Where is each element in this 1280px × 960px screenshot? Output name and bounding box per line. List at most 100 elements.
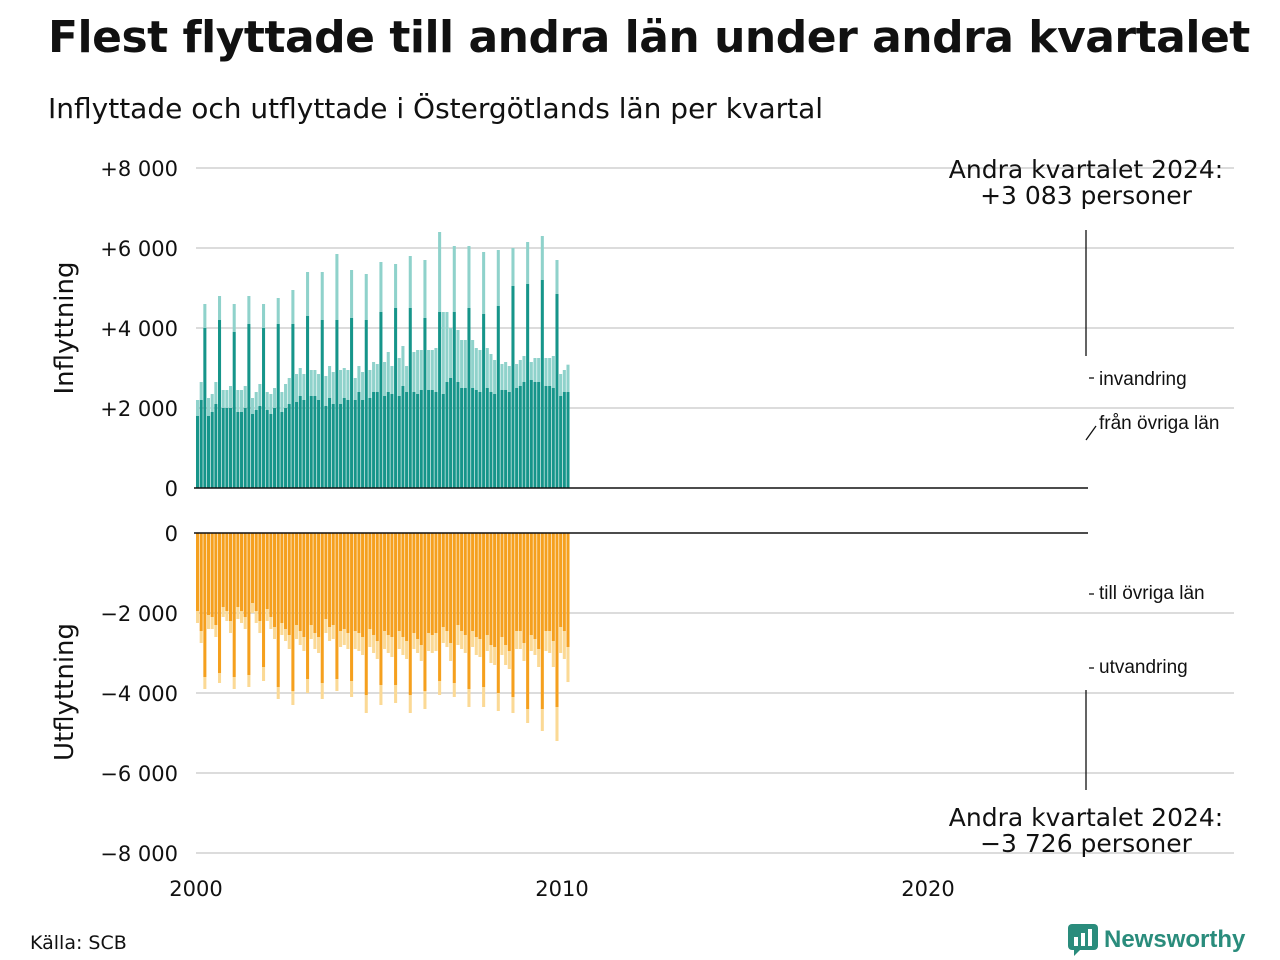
bar-in-immigration bbox=[496, 250, 500, 306]
bar-in-domestic bbox=[346, 400, 350, 488]
y-axis-title: Utflyttning bbox=[50, 623, 80, 761]
bar-out-emigration bbox=[196, 611, 200, 623]
bar-out-emigration bbox=[276, 687, 280, 699]
bar-in-domestic bbox=[214, 404, 218, 488]
bar-out-emigration bbox=[210, 617, 214, 629]
y-axis-title: Inflyttning bbox=[50, 262, 80, 395]
bar-in-immigration bbox=[397, 358, 401, 396]
bar-out-domestic bbox=[555, 533, 559, 707]
y-tick-label: −8 000 bbox=[100, 842, 178, 866]
bar-in-domestic bbox=[368, 398, 372, 488]
annotation-value: +3 083 personer bbox=[980, 181, 1193, 210]
bar-in-domestic bbox=[515, 388, 519, 488]
bar-out-emigration bbox=[342, 629, 346, 645]
bar-out-emigration bbox=[551, 641, 555, 667]
bar-out-emigration bbox=[423, 691, 427, 709]
bar-out-domestic bbox=[331, 533, 335, 625]
bar-in-immigration bbox=[463, 340, 467, 388]
bar-out-domestic bbox=[302, 533, 306, 637]
bar-in-domestic bbox=[225, 408, 229, 488]
bar-in-domestic bbox=[460, 388, 464, 488]
bar-out-emigration bbox=[507, 651, 511, 669]
y-tick-label: +6 000 bbox=[100, 237, 178, 261]
bar-out-emigration bbox=[199, 631, 203, 643]
bar-in-immigration bbox=[489, 354, 493, 392]
bar-in-domestic bbox=[269, 414, 273, 488]
bar-out-emigration bbox=[496, 693, 500, 711]
bar-out-emigration bbox=[383, 631, 387, 649]
bar-out-domestic bbox=[218, 533, 222, 673]
bar-in-domestic bbox=[313, 396, 317, 488]
bar-in-immigration bbox=[199, 382, 203, 400]
bar-out-domestic bbox=[540, 533, 544, 709]
bar-out-domestic bbox=[214, 533, 218, 625]
bar-in-domestic bbox=[295, 402, 299, 488]
bar-in-domestic bbox=[504, 390, 508, 488]
bar-out-emigration bbox=[225, 611, 229, 621]
series-label: från övriga län bbox=[1099, 413, 1219, 434]
bar-in-immigration bbox=[346, 370, 350, 400]
bar-in-immigration bbox=[313, 370, 317, 396]
bar-in-domestic bbox=[357, 392, 361, 488]
bar-out-domestic bbox=[559, 533, 563, 627]
bar-in-domestic bbox=[445, 382, 449, 488]
bar-in-immigration bbox=[251, 398, 255, 414]
bar-out-emigration bbox=[328, 627, 332, 641]
bar-in-domestic bbox=[430, 390, 434, 488]
bar-in-domestic bbox=[551, 388, 555, 488]
y-tick-label: +2 000 bbox=[100, 397, 178, 421]
bar-out-emigration bbox=[247, 675, 251, 687]
bar-out-emigration bbox=[346, 633, 350, 649]
bar-in-domestic bbox=[317, 400, 321, 488]
bar-in-domestic bbox=[199, 400, 203, 488]
chart-title: Flest flyttade till andra län under andr… bbox=[48, 12, 1250, 63]
axes-layer bbox=[194, 230, 1097, 790]
bar-out-domestic bbox=[368, 533, 372, 629]
bar-out-emigration bbox=[357, 633, 361, 651]
bar-in-immigration bbox=[353, 378, 357, 400]
bar-out-domestic bbox=[284, 533, 288, 629]
bar-out-domestic bbox=[324, 533, 328, 619]
bar-in-domestic bbox=[320, 320, 324, 488]
bar-in-immigration bbox=[390, 366, 394, 394]
bar-in-immigration bbox=[511, 248, 515, 286]
bar-out-emigration bbox=[405, 641, 409, 659]
bar-out-emigration bbox=[240, 611, 244, 623]
bar-in-domestic bbox=[335, 320, 339, 488]
bar-out-domestic bbox=[375, 533, 379, 641]
bar-out-emigration bbox=[559, 627, 563, 653]
y-tick-label: +4 000 bbox=[100, 317, 178, 341]
bar-out-emigration bbox=[427, 633, 431, 651]
bar-out-emigration bbox=[548, 631, 552, 653]
bar-out-domestic bbox=[328, 533, 332, 627]
bar-in-immigration bbox=[507, 366, 511, 392]
bar-in-immigration bbox=[229, 386, 233, 408]
series-label: utvandring bbox=[1099, 657, 1188, 678]
bar-in-domestic bbox=[511, 286, 515, 488]
bar-in-domestic bbox=[350, 318, 354, 488]
bar-in-domestic bbox=[383, 396, 387, 488]
bar-out-domestic bbox=[408, 533, 412, 695]
bar-in-domestic bbox=[555, 294, 559, 488]
bar-in-domestic bbox=[309, 396, 313, 488]
bar-in-immigration bbox=[364, 274, 368, 320]
bar-out-domestic bbox=[273, 533, 277, 627]
bar-out-emigration bbox=[397, 631, 401, 649]
bar-out-domestic bbox=[474, 533, 478, 637]
chart-subtitle: Inflyttade och utflyttade i Östergötland… bbox=[48, 92, 824, 125]
bar-in-immigration bbox=[368, 370, 372, 398]
bar-in-domestic bbox=[394, 308, 398, 488]
bar-in-domestic bbox=[489, 392, 493, 488]
bar-out-domestic bbox=[346, 533, 350, 633]
bar-in-domestic bbox=[416, 394, 420, 488]
bar-in-immigration bbox=[291, 290, 295, 324]
bar-in-domestic bbox=[280, 412, 284, 488]
bar-out-domestic bbox=[383, 533, 387, 631]
bar-out-emigration bbox=[485, 635, 489, 651]
bar-out-emigration bbox=[353, 631, 357, 649]
bar-in-domestic bbox=[306, 316, 310, 488]
bar-in-domestic bbox=[302, 400, 306, 488]
bar-in-immigration bbox=[372, 362, 376, 392]
bar-in-domestic bbox=[207, 416, 211, 488]
bar-out-domestic bbox=[265, 533, 269, 609]
